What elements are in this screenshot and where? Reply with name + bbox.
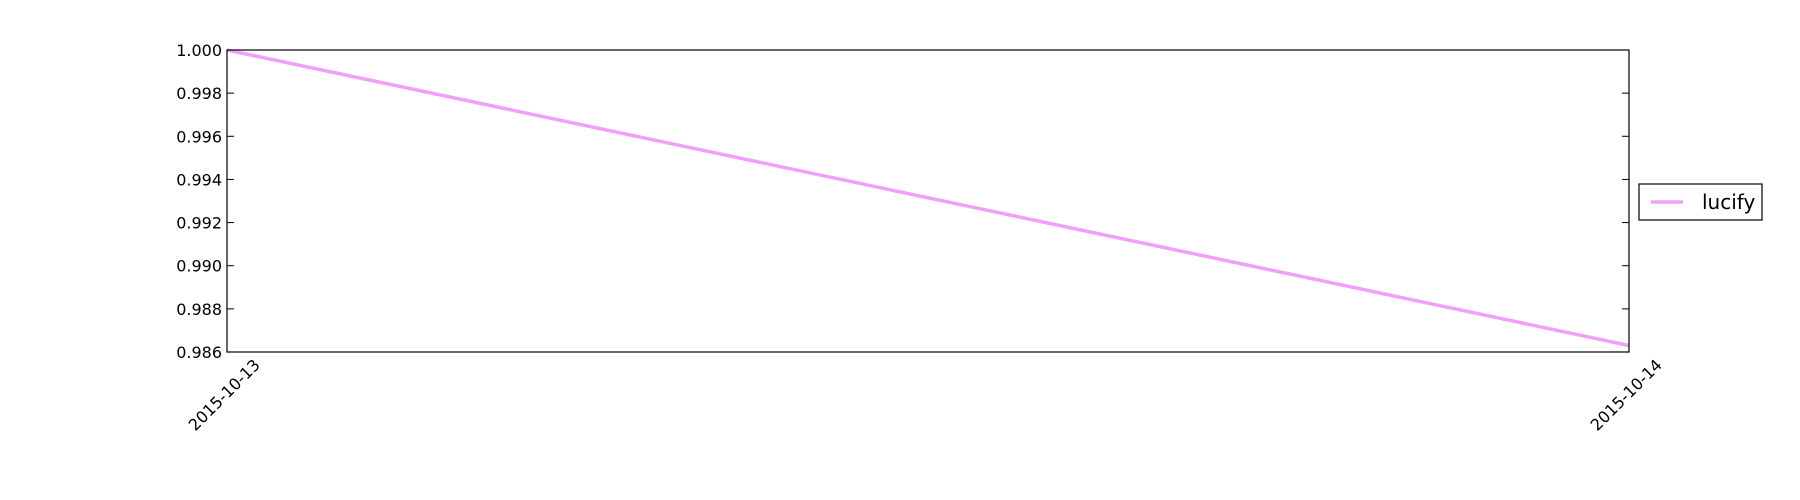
x-tick-label: 2015-10-13 [185, 355, 264, 434]
y-axis-ticks: 1.000 0.998 0.996 0.994 0.992 0.990 0.988 0.986 [176, 41, 1629, 362]
plot-frame [226, 49, 1630, 353]
series-line-lucify [226, 48, 1630, 348]
y-tick-label: 0.998 [176, 84, 222, 103]
legend: lucify [1638, 183, 1763, 221]
y-tick-label: 0.990 [176, 257, 222, 276]
x-tick-label: 2015-10-14 [1587, 355, 1666, 434]
plot-layer [226, 48, 1630, 353]
y-tick-label: 0.992 [176, 214, 222, 233]
x-axis-ticks: 2015-10-13 2015-10-14 [185, 50, 1666, 435]
y-tick-label: 0.988 [176, 300, 222, 319]
y-tick-label: 1.000 [176, 41, 222, 60]
y-tick-label: 0.994 [176, 170, 222, 189]
y-tick-label: 0.986 [176, 343, 222, 362]
y-tick-label: 0.996 [176, 127, 222, 146]
legend-label: lucify [1702, 190, 1755, 214]
